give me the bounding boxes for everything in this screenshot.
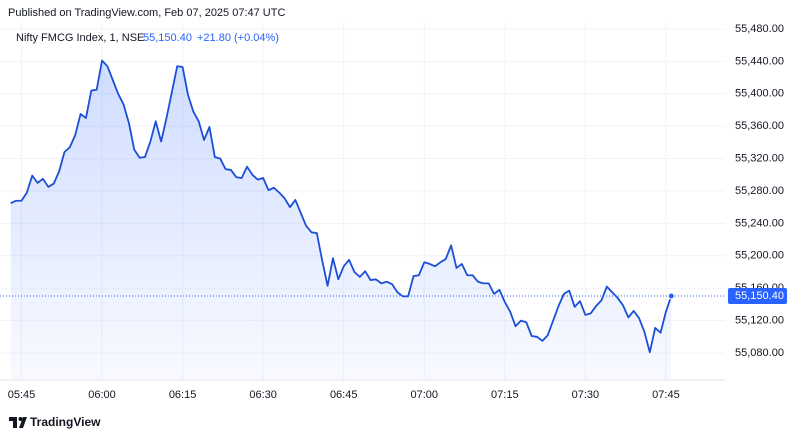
x-tick-label: 07:15 (491, 389, 519, 401)
last-point (667, 292, 675, 300)
y-tick-label: 55,200.00 (735, 250, 784, 262)
published-note: Published on TradingView.com, Feb 07, 20… (8, 7, 285, 19)
brand-name: TradingView (30, 415, 101, 429)
x-tick-label: 05:45 (8, 389, 36, 401)
y-tick-label: 55,280.00 (735, 185, 784, 197)
y-tick-label: 55,440.00 (735, 55, 784, 67)
x-tick-label: 07:45 (652, 389, 680, 401)
y-tick-label: 55,400.00 (735, 88, 784, 100)
y-tick-label: 55,120.00 (735, 315, 784, 327)
y-tick-label: 55,480.00 (735, 23, 784, 35)
x-tick-label: 07:00 (410, 389, 438, 401)
x-tick-label: 06:00 (88, 389, 116, 401)
plot (0, 22, 725, 381)
x-tick-label: 06:45 (330, 389, 358, 401)
x-tick-label: 06:15 (169, 389, 197, 401)
x-tick-label: 07:30 (572, 389, 600, 401)
area-fill (10, 60, 672, 381)
price-tag-label: 55,150.40 (735, 290, 784, 302)
y-tick-label: 55,320.00 (735, 152, 784, 164)
price-tag (728, 287, 787, 304)
y-tick-label: 55,080.00 (735, 347, 784, 359)
y-tick-label: 55,360.00 (735, 120, 784, 132)
last-price: 55,150.40 (143, 32, 192, 44)
brand-logo (9, 417, 27, 428)
x-tick-label: 06:30 (249, 389, 277, 401)
symbol: Nifty FMCG Index, 1, NSE (16, 32, 144, 44)
price-change: +21.80 (+0.04%) (197, 32, 279, 44)
y-tick-label: 55,240.00 (735, 217, 784, 229)
price-line (10, 59, 673, 354)
